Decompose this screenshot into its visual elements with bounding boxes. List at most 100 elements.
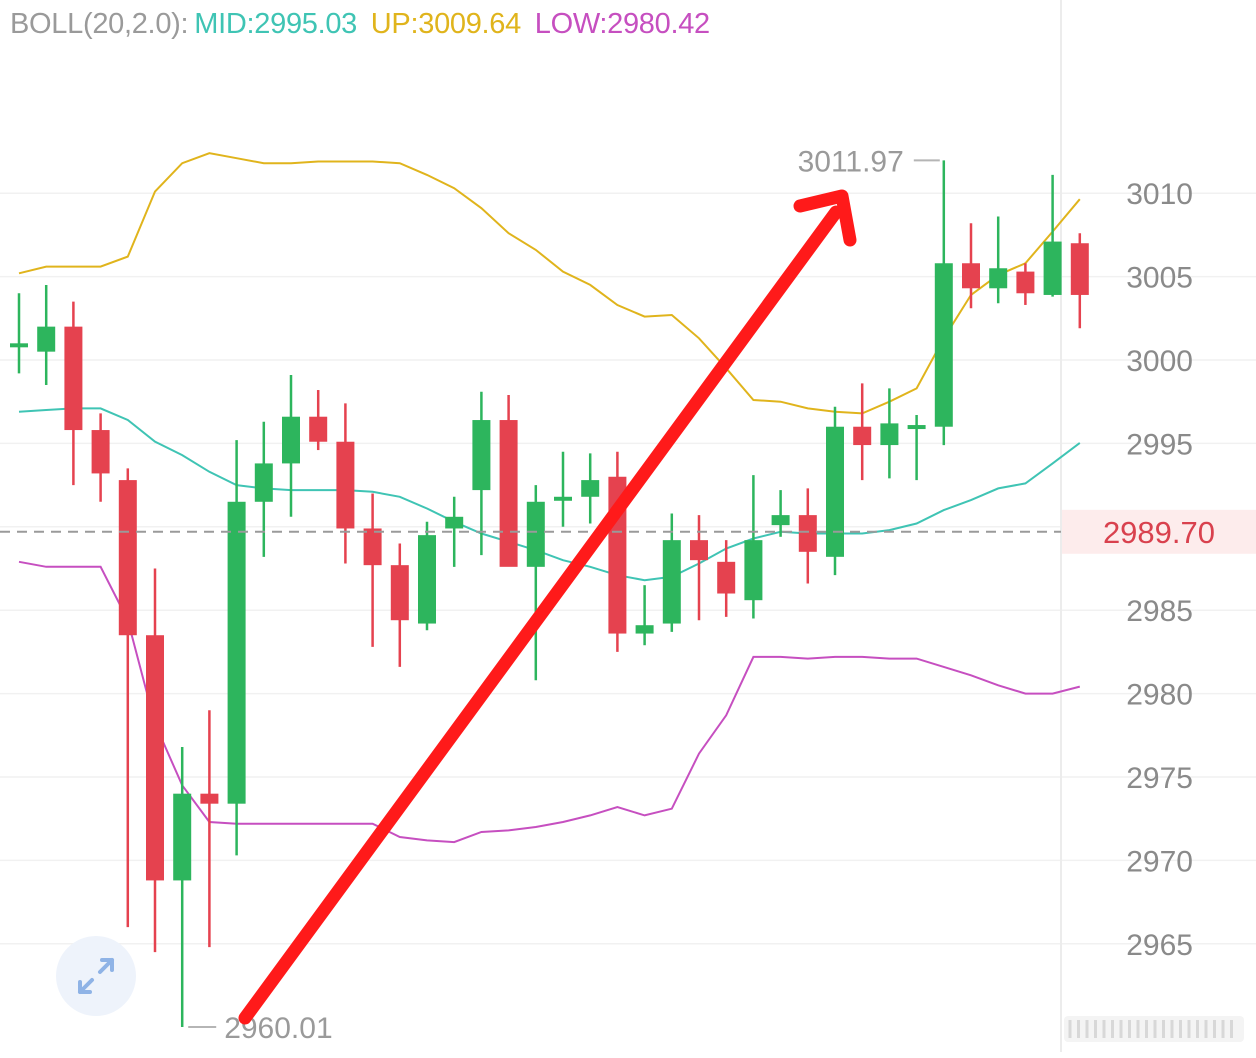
- candle-body: [146, 635, 164, 881]
- trend-arrow: [238, 189, 857, 1025]
- y-tick-label: 2975: [1126, 762, 1193, 795]
- candle-body: [853, 426, 872, 446]
- candle-body: [64, 326, 83, 431]
- y-tick-label: 3005: [1126, 262, 1193, 295]
- candle: [10, 293, 28, 374]
- candle: [798, 488, 817, 584]
- candle: [336, 403, 355, 564]
- candle-body: [744, 540, 763, 601]
- y-tick-label: 2970: [1126, 845, 1193, 878]
- boll-low: LOW:2980.42: [534, 8, 710, 40]
- current-price-tag-bg: [1062, 509, 1256, 554]
- candle: [717, 540, 736, 617]
- max-price-label: 3011.97: [798, 145, 904, 178]
- candle: [635, 585, 654, 646]
- candle-body: [934, 263, 953, 427]
- candle: [254, 421, 273, 557]
- boll-mid: MID:2995.03: [194, 8, 358, 40]
- candle: [472, 391, 491, 556]
- candle-body: [227, 501, 246, 804]
- y-tick-label: 3010: [1126, 178, 1193, 211]
- candle-body: [445, 516, 464, 529]
- candle: [1043, 174, 1062, 297]
- candle-body: [200, 793, 219, 804]
- expand-button[interactable]: [56, 936, 136, 1016]
- candle-body: [526, 501, 545, 567]
- candle: [390, 543, 409, 667]
- candle: [418, 521, 436, 631]
- candle-body: [390, 565, 409, 621]
- candle-body: [336, 441, 355, 529]
- candle: [1016, 263, 1035, 305]
- candle-body: [363, 528, 382, 566]
- candle: [173, 746, 192, 1028]
- y-tick-label: 3000: [1126, 345, 1193, 378]
- candle-body: [880, 423, 899, 446]
- candle-body: [798, 515, 817, 552]
- candle-body: [1016, 271, 1035, 294]
- candle-body: [472, 420, 491, 491]
- candle: [526, 485, 545, 681]
- candle-body: [499, 420, 518, 567]
- candle: [608, 451, 627, 652]
- candle-body: [254, 463, 273, 502]
- bottom-scroll-bar[interactable]: [1064, 1016, 1244, 1042]
- candle: [363, 493, 382, 647]
- candle: [309, 390, 328, 451]
- band-line-up: [18, 152, 1081, 415]
- y-tick-label: 2985: [1126, 595, 1193, 628]
- candle-body: [309, 416, 328, 442]
- candle: [445, 496, 464, 567]
- candle-body: [907, 425, 926, 430]
- candles: [10, 160, 1089, 1028]
- extreme-markers: 3011.97 2960.01: [188, 145, 940, 1045]
- candle-body: [771, 515, 790, 526]
- candle-body: [1070, 243, 1089, 295]
- boll-indicator-name: BOLL(20,2.0):: [10, 8, 189, 40]
- boll-legend: BOLL(20,2.0): MID:2995.03 UP:3009.64 LOW:…: [10, 8, 716, 41]
- boll-up: UP:3009.64: [370, 8, 521, 40]
- candle: [227, 440, 246, 856]
- y-axis-ticks: 3010 3005 3000 2995 2985 2980 2975 2970 2965: [1126, 178, 1193, 962]
- y-tick-label: 2995: [1126, 428, 1193, 461]
- y-tick-label: 2980: [1126, 679, 1193, 712]
- candle: [662, 513, 681, 632]
- candle-body: [690, 540, 708, 561]
- candle-body: [635, 625, 654, 634]
- expand-arrows-icon: [78, 958, 114, 994]
- current-price-label: 2989.70: [1103, 515, 1215, 550]
- band-line-low: [18, 560, 1081, 844]
- y-tick-label: 2965: [1126, 929, 1193, 962]
- candle-body: [826, 426, 844, 557]
- candle: [554, 451, 572, 527]
- candle-body: [554, 496, 572, 501]
- candle-body: [989, 268, 1008, 289]
- candle: [91, 413, 110, 502]
- candle: [200, 710, 219, 948]
- band-line-mid: [18, 407, 1081, 582]
- candle: [282, 375, 300, 517]
- candle-body: [91, 430, 110, 474]
- candle: [771, 490, 790, 537]
- candle-body: [282, 416, 300, 464]
- candle-body: [1043, 241, 1062, 295]
- candle: [962, 223, 980, 309]
- candle: [64, 301, 83, 486]
- candle: [744, 475, 763, 619]
- candle: [118, 468, 137, 928]
- candle-body: [118, 480, 137, 636]
- candle: [907, 415, 926, 481]
- candle: [37, 284, 56, 386]
- candle-body: [10, 343, 28, 348]
- candle-body: [173, 793, 192, 881]
- candle-body: [717, 561, 736, 594]
- candle: [826, 406, 844, 576]
- candle-body: [662, 540, 681, 624]
- candle: [146, 568, 164, 953]
- candle-body: [581, 480, 600, 497]
- candle-body: [37, 326, 56, 352]
- candle: [853, 383, 872, 481]
- candle: [499, 395, 518, 567]
- bollinger-bands: [18, 152, 1081, 844]
